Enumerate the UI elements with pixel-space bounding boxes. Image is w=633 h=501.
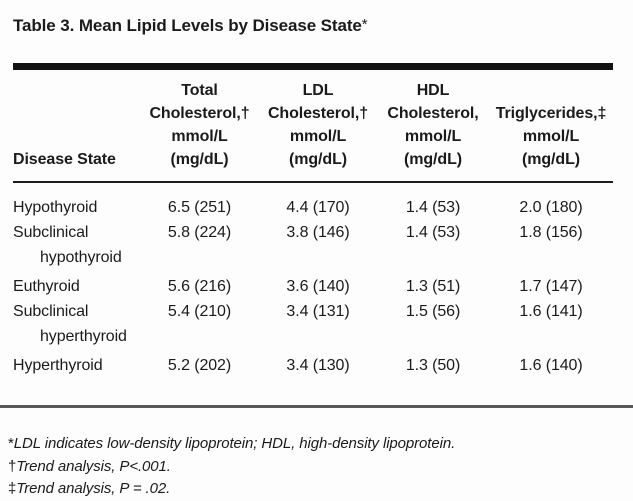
column-header-hdl-cholesterol: HDL Cholesterol, mmol/L (mg/dL) [377, 79, 489, 171]
footnote-marker: ‡ [8, 480, 17, 497]
cell-triglycerides: 1.6 (140) [519, 357, 583, 374]
row-label-line1: Subclinical [13, 224, 89, 241]
header-line: mmol/L [404, 128, 462, 145]
table-header-rule [13, 181, 613, 183]
cell-ldl-cholesterol: 4.4 (170) [286, 199, 350, 216]
header-line: mmol/L [522, 128, 580, 145]
cell-total-cholesterol: 6.5 (251) [167, 199, 232, 216]
table-row-subclinical-hyperthyroid: Subclinical hyperthyroid 5.4 (210) 3.4 (… [13, 299, 613, 349]
header-line: (mg/dL) [289, 151, 347, 168]
row-label: Hypothyroid [13, 199, 98, 216]
header-line: LDL [302, 82, 334, 99]
table-body: Hypothyroid 6.5 (251) 4.4 (170) 1.4 (53)… [13, 183, 613, 378]
column-header-total-cholesterol: Total Cholesterol,† mmol/L (mg/dL) [140, 79, 259, 171]
cell-triglycerides: 1.8 (156) [519, 224, 583, 241]
header-line: mmol/L [289, 128, 347, 145]
footnote-dagger: †Trend analysis, P<.001. [8, 456, 633, 479]
header-line: Cholesterol, [387, 105, 479, 122]
cell-hdl-cholesterol: 1.4 (53) [405, 199, 461, 216]
table-row-subclinical-hypothyroid: Subclinical hypothyroid 5.8 (224) 3.8 (1… [13, 220, 613, 270]
footnote-text: LDL indicates low-density lipoprotein; H… [13, 435, 456, 452]
cell-triglycerides: 2.0 (180) [519, 199, 583, 216]
header-line: (mg/dL) [170, 151, 229, 168]
table-top-rule [13, 63, 613, 70]
header-line [489, 79, 613, 102]
row-label-line2: hypothyroid [40, 249, 122, 266]
cell-ldl-cholesterol: 3.4 (130) [286, 357, 350, 374]
column-header-triglycerides: Triglycerides,‡ mmol/L (mg/dL) [489, 79, 613, 171]
row-label-line2: hyperthyroid [40, 328, 127, 345]
table-row-euthyroid: Euthyroid 5.6 (216) 3.6 (140) 1.3 (51) 1… [13, 274, 613, 299]
lipid-levels-table: Disease State Total Cholesterol,† mmol/L… [13, 63, 613, 378]
footnote-text: Trend analysis, P<.001. [16, 457, 171, 475]
row-label: Subclinical hypothyroid [13, 220, 140, 270]
cell-triglycerides: 1.6 (141) [519, 303, 583, 320]
header-line: (mg/dL) [522, 151, 580, 168]
cell-hdl-cholesterol: 1.3 (51) [405, 278, 461, 295]
table-title-text: Table 3. Mean Lipid Levels by Disease St… [13, 16, 362, 35]
header-line: HDL [416, 82, 450, 99]
row-label: Euthyroid [13, 278, 80, 295]
column-header-disease-state: Disease State [13, 151, 116, 168]
cell-ldl-cholesterol: 3.8 (146) [286, 224, 350, 241]
cell-triglycerides: 1.7 (147) [519, 278, 583, 295]
footnote-asterisk: *LDL indicates low-density lipoprotein; … [8, 433, 633, 456]
table-title-footnote-marker: * [361, 16, 368, 33]
cell-hdl-cholesterol: 1.3 (50) [405, 357, 461, 374]
cell-total-cholesterol: 5.8 (224) [167, 224, 232, 241]
footnote-marker: † [8, 457, 17, 475]
row-label: Subclinical hyperthyroid [13, 299, 140, 349]
cell-total-cholesterol: 5.2 (202) [167, 357, 232, 374]
header-line: Cholesterol,† [267, 105, 369, 122]
header-line: (mg/dL) [404, 151, 462, 168]
row-label: Hyperthyroid [13, 357, 103, 374]
footnotes: *LDL indicates low-density lipoprotein; … [0, 408, 633, 501]
header-line: Triglycerides,‡ [495, 105, 607, 122]
header-line: Total [181, 82, 218, 99]
cell-hdl-cholesterol: 1.4 (53) [405, 224, 461, 241]
footnote-separator-rule [0, 405, 633, 408]
row-label-line1: Subclinical [13, 303, 89, 320]
cell-hdl-cholesterol: 1.5 (56) [405, 303, 461, 320]
footnote-marker: * [8, 435, 14, 452]
table-row-hypothyroid: Hypothyroid 6.5 (251) 4.4 (170) 1.4 (53)… [13, 195, 613, 220]
header-line: mmol/L [171, 128, 228, 145]
footnote-double-dagger: ‡Trend analysis, P = .02. [8, 478, 633, 501]
table-row-hyperthyroid: Hyperthyroid 5.2 (202) 3.4 (130) 1.3 (50… [13, 353, 613, 378]
cell-total-cholesterol: 5.6 (216) [167, 278, 232, 295]
table-header-row: Disease State Total Cholesterol,† mmol/L… [13, 70, 613, 181]
footnote-text: Trend analysis, P = .02. [16, 480, 171, 497]
cell-ldl-cholesterol: 3.6 (140) [286, 278, 350, 295]
header-line: Cholesterol,† [149, 105, 250, 122]
cell-total-cholesterol: 5.4 (210) [167, 303, 232, 320]
cell-ldl-cholesterol: 3.4 (131) [286, 303, 350, 320]
table-title: Table 3. Mean Lipid Levels by Disease St… [0, 0, 633, 36]
column-header-ldl-cholesterol: LDL Cholesterol,† mmol/L (mg/dL) [259, 79, 377, 171]
